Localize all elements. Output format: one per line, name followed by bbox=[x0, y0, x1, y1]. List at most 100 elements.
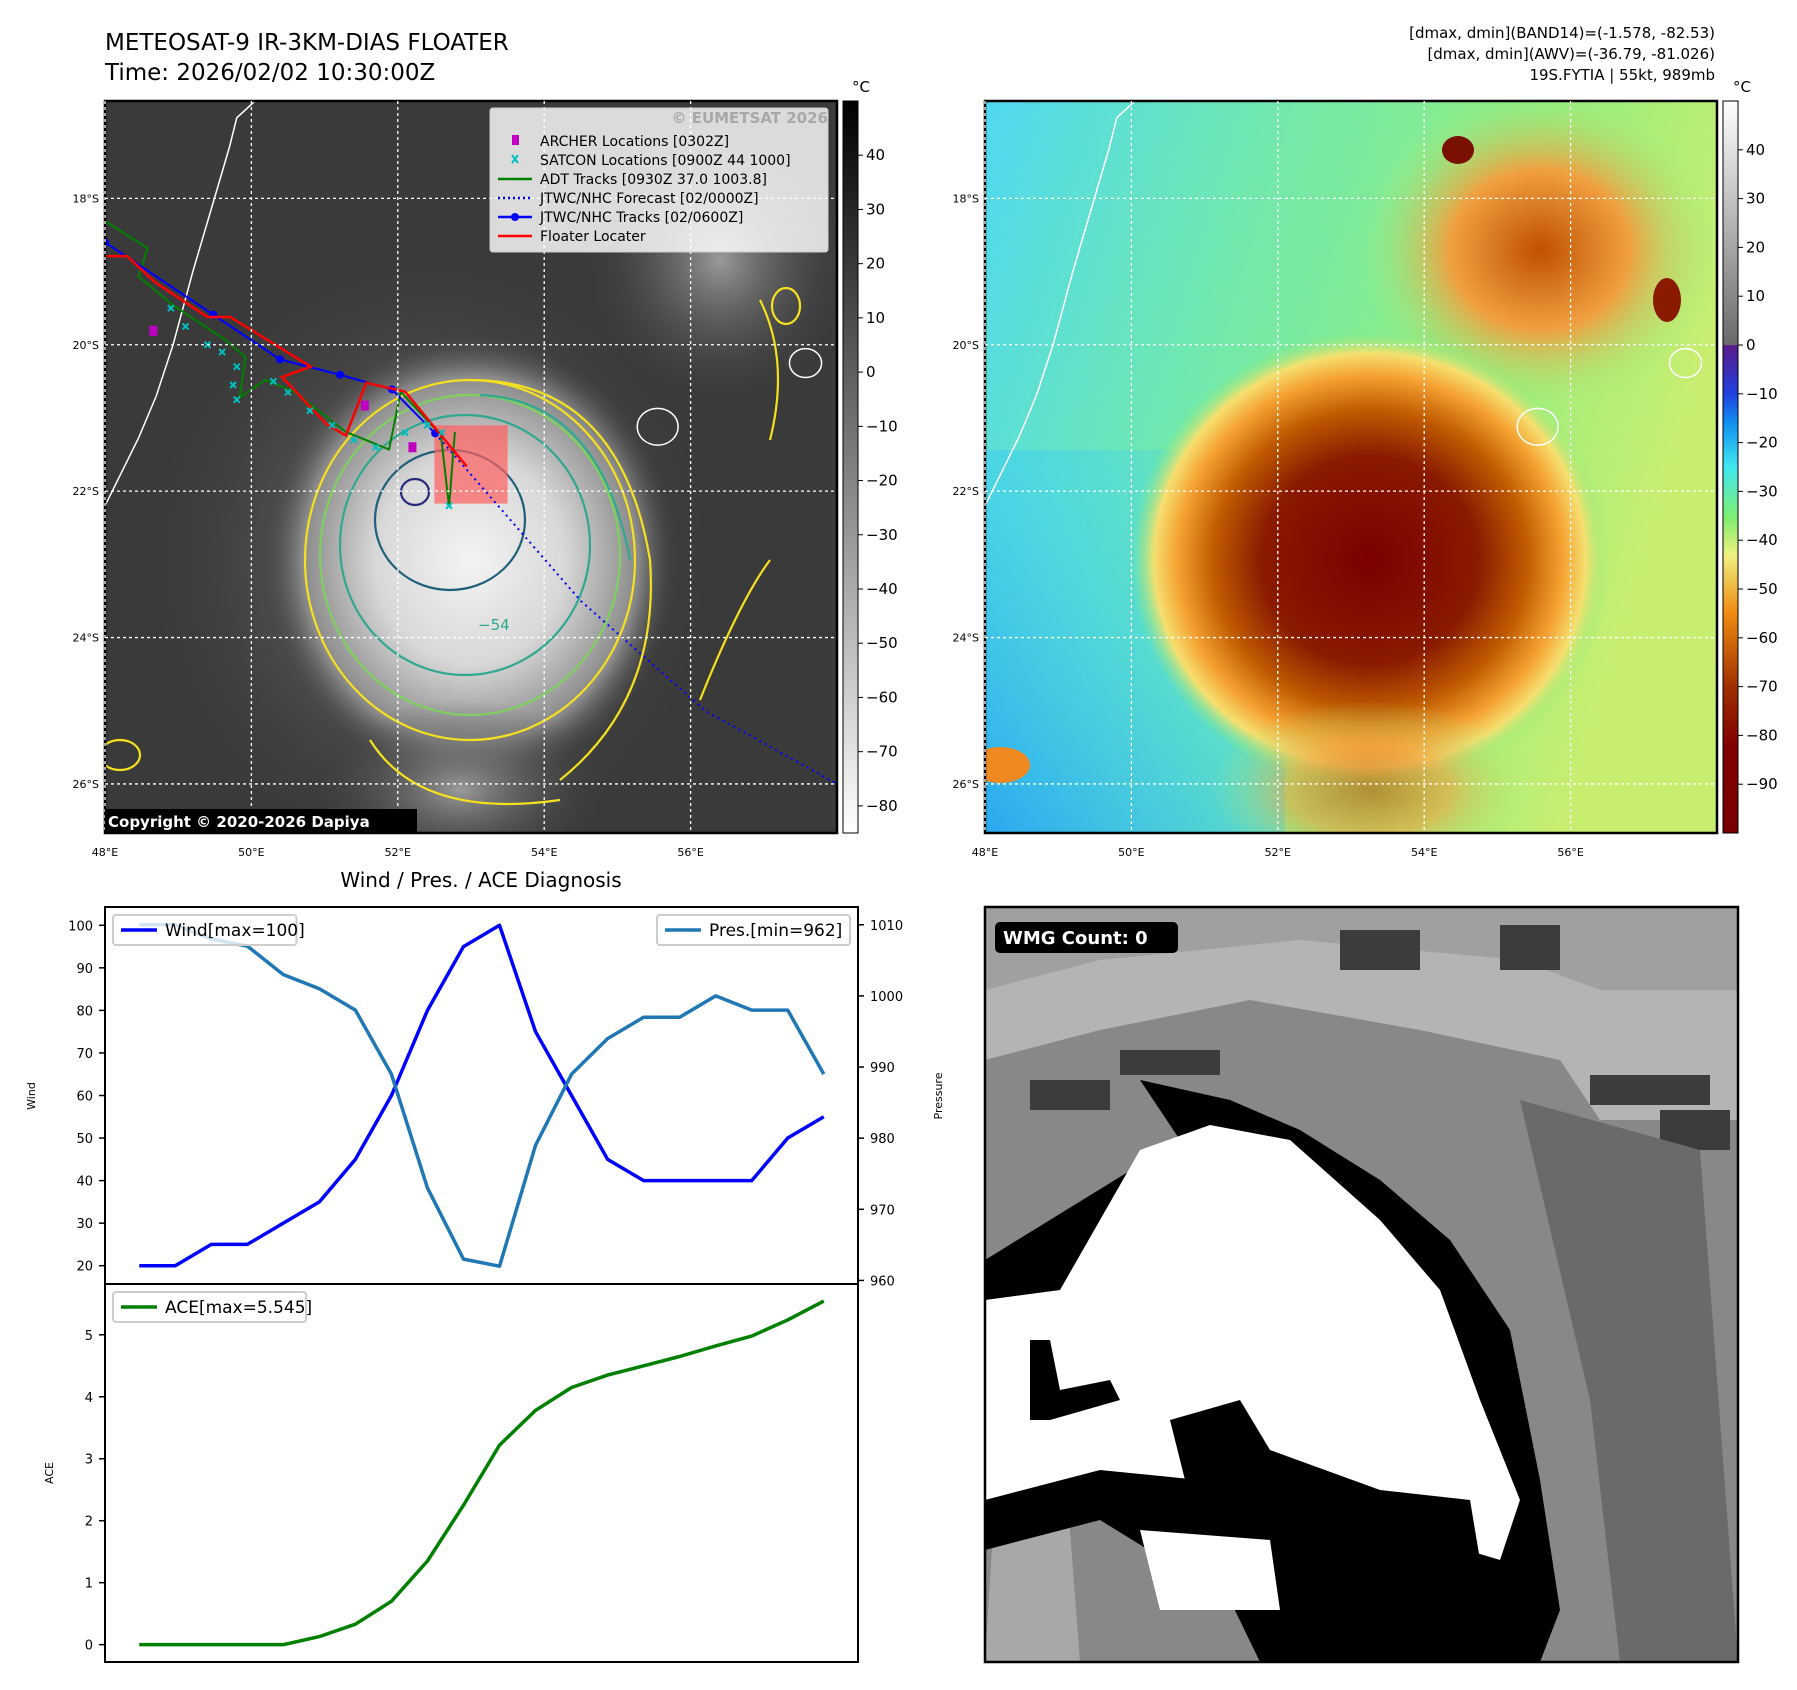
coastline bbox=[985, 101, 1136, 507]
satcon-marker bbox=[401, 428, 409, 437]
ir-colorbar bbox=[842, 100, 859, 834]
legend-label: Floater Locater bbox=[540, 229, 646, 245]
legend-label: ACE[max=5.545] bbox=[165, 1298, 312, 1318]
legend-label: ADT Tracks [0930Z 37.0 1003.8] bbox=[540, 172, 767, 188]
colorbar-tick-label: 20 bbox=[1746, 238, 1765, 256]
legend-dot-icon bbox=[511, 213, 519, 221]
lon-tick-label: 52°E bbox=[1265, 846, 1291, 859]
y-tick-label: 4 bbox=[85, 1391, 93, 1406]
y-right-tick-label: 960 bbox=[870, 1274, 895, 1289]
y-tick-label: 5 bbox=[85, 1329, 93, 1344]
island-outline bbox=[636, 407, 679, 446]
ace-chart: 0 1 2 3 4 5 ACE[max=5.545] bbox=[85, 1283, 859, 1663]
y-tick-label: 3 bbox=[85, 1453, 93, 1468]
awv-colorbar-unit: °C bbox=[1733, 78, 1751, 96]
y-right-tick-label: 1000 bbox=[870, 990, 903, 1005]
satcon-marker bbox=[350, 436, 358, 444]
satcon-marker bbox=[284, 388, 292, 397]
colorbar-tick-label: 10 bbox=[1746, 287, 1765, 305]
figure-time: Time: 2026/02/02 10:30:00Z bbox=[104, 60, 435, 86]
colorbar-tick-label: −30 bbox=[1746, 482, 1778, 500]
y-tick-label: 20 bbox=[76, 1260, 93, 1275]
lon-tick-label: 56°E bbox=[677, 846, 703, 859]
y-right-tick-label: 1010 bbox=[870, 919, 903, 934]
colorbar-tick-label: −80 bbox=[1746, 726, 1778, 744]
satcon-marker bbox=[306, 406, 314, 415]
lat-tick-label: 20°S bbox=[953, 339, 979, 352]
satcon-marker bbox=[423, 421, 431, 429]
satcon-marker bbox=[372, 443, 380, 451]
lat-tick-label: 22°S bbox=[953, 485, 979, 498]
satcon-marker bbox=[167, 304, 175, 312]
colorbar-tick-label: −20 bbox=[1746, 434, 1778, 452]
jtwc-track-point bbox=[275, 355, 284, 364]
storm-info: 19S.FYTIA | 55kt, 989mb bbox=[1529, 66, 1715, 84]
colorbar-tick-label: −70 bbox=[1746, 678, 1778, 696]
legend-box bbox=[112, 914, 298, 946]
plot-frame bbox=[104, 1283, 859, 1663]
colorbar-tick-label: −40 bbox=[1746, 531, 1778, 549]
series-line-wind bbox=[139, 923, 825, 1268]
island-outline bbox=[1668, 347, 1703, 379]
lat-tick-label: 26°S bbox=[953, 778, 979, 791]
contour-label: −54 bbox=[478, 616, 510, 634]
colorbar-tick-label: −90 bbox=[1746, 775, 1778, 793]
awv-colorbar bbox=[1722, 100, 1739, 834]
y-tick-label: 90 bbox=[76, 962, 93, 977]
lon-tick-label: 56°E bbox=[1557, 846, 1583, 859]
y-tick-label: 1 bbox=[85, 1577, 93, 1592]
colorbar-tick-label: −50 bbox=[1746, 580, 1778, 598]
lat-tick-label: 24°S bbox=[73, 632, 99, 645]
colorbar-tick-label: 30 bbox=[866, 200, 885, 218]
satcon-marker bbox=[233, 363, 241, 371]
y-tick-label: 50 bbox=[76, 1132, 93, 1147]
legend-box bbox=[112, 1291, 307, 1323]
lat-tick-label: 24°S bbox=[953, 632, 979, 645]
colorbar-tick-label: 0 bbox=[866, 363, 876, 381]
awv-range: [dmax, dmin](AWV)=(-36.79, -81.026) bbox=[1427, 45, 1715, 63]
satcon-marker bbox=[445, 502, 453, 510]
satcon-marker bbox=[181, 322, 190, 331]
band14-range: [dmax, dmin](BAND14)=(-1.578, -82.53) bbox=[1409, 24, 1715, 42]
wind-axis-label: Wind bbox=[25, 1082, 38, 1110]
pressure-axis-label: Pressure bbox=[932, 1072, 945, 1119]
island-outline bbox=[1516, 407, 1559, 446]
chart-title: Wind / Pres. / ACE Diagnosis bbox=[340, 868, 621, 892]
colorbar-tick-label: 40 bbox=[866, 146, 885, 164]
series-line-pres bbox=[139, 923, 826, 1268]
y-tick-label: 0 bbox=[85, 1639, 93, 1654]
island-outline bbox=[788, 347, 823, 379]
lon-tick-label: 54°E bbox=[531, 846, 557, 859]
lon-tick-label: 50°E bbox=[1118, 846, 1144, 859]
legend-satcon-icon bbox=[511, 154, 519, 164]
satcon-marker bbox=[269, 377, 278, 386]
floater-box bbox=[434, 425, 508, 504]
series-line-ace bbox=[139, 1299, 825, 1647]
colorbar-tick-label: 30 bbox=[1746, 190, 1765, 208]
colorbar-tick-label: −70 bbox=[866, 743, 898, 761]
floater-track bbox=[105, 254, 468, 468]
figure-title: METEOSAT-9 IR-3KM-DIAS FLOATER bbox=[105, 30, 509, 56]
lon-tick-label: 54°E bbox=[1411, 846, 1437, 859]
lon-tick-label: 52°E bbox=[385, 846, 411, 859]
jtwc-track-point bbox=[335, 370, 344, 379]
satcon-marker bbox=[438, 428, 446, 437]
legend-label: Wind[max=100] bbox=[165, 921, 305, 941]
lat-tick-label: 26°S bbox=[73, 778, 99, 791]
copyright-box bbox=[105, 809, 417, 833]
satcon-marker bbox=[229, 381, 237, 389]
y-tick-label: 80 bbox=[76, 1004, 93, 1019]
y-right-tick-label: 970 bbox=[870, 1203, 895, 1218]
archer-marker bbox=[408, 442, 417, 453]
plot-frame bbox=[104, 906, 859, 1285]
y-tick-label: 30 bbox=[76, 1217, 93, 1232]
copyright-text: Copyright © 2020-2026 Dapiya bbox=[108, 813, 370, 831]
colorbar-tick-label: 0 bbox=[1746, 336, 1756, 354]
wmg-count-box bbox=[995, 922, 1178, 953]
legend-archer-icon bbox=[512, 135, 519, 145]
wmg-frame bbox=[983, 905, 1740, 1664]
legend-label: ARCHER Locations [0302Z] bbox=[540, 134, 729, 150]
colorbar-tick-label: −60 bbox=[1746, 629, 1778, 647]
wmg-count: WMG Count: 0 bbox=[1003, 928, 1148, 949]
